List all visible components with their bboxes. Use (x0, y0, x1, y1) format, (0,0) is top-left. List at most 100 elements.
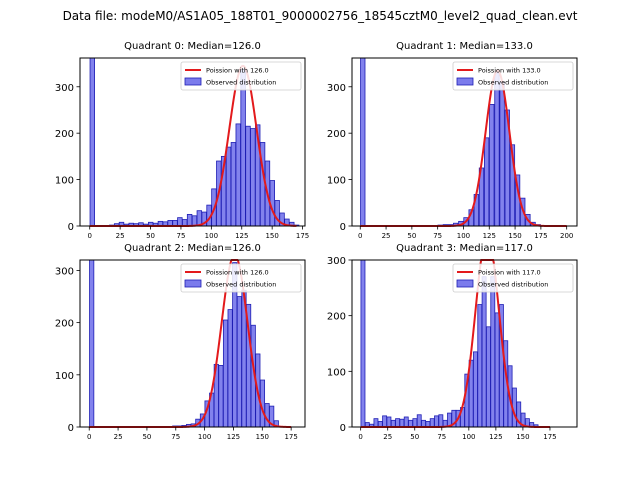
histogram-bar (230, 142, 237, 227)
y-tick-label: 200 (327, 129, 346, 140)
x-tick-label: 50 (410, 433, 419, 441)
subplot-quadrant-2: Quadrant 2: Median=126.0 0 25 50 75 100 125 150… (55, 243, 306, 441)
histogram-bar (177, 217, 183, 227)
histogram-bar (421, 419, 426, 428)
x-tick-label: 125 (235, 232, 248, 240)
figure-suptitle: Data file: modeM0/AS1A05_188T01_90000027… (63, 9, 578, 23)
y-tick-label: 0 (340, 423, 346, 434)
histogram-bar (395, 418, 400, 428)
legend-label-fit: Poission with 126.0 (206, 67, 269, 75)
histogram-bar (240, 68, 246, 227)
histogram-bar (489, 104, 495, 227)
x-tick-label: 25 (382, 232, 391, 240)
legend-box (180, 61, 302, 91)
histogram-bar (490, 276, 496, 428)
x-tick-label: 25 (383, 433, 392, 441)
x-tick-label: 150 (256, 433, 269, 441)
x-tick-label: 175 (534, 232, 547, 240)
x-tick-label: 0 (358, 232, 362, 240)
x-tick-label: 125 (227, 433, 240, 441)
histogram-bar (481, 276, 487, 428)
legend-label-fit: Poission with 117.0 (478, 269, 541, 277)
histogram-bar (484, 137, 490, 227)
subplot-title: Quadrant 1: Median=133.0 (396, 41, 533, 52)
histogram-bar (191, 215, 198, 227)
histogram-bar (412, 418, 418, 428)
x-tick-label: 25 (116, 232, 125, 240)
legend-box (452, 263, 574, 293)
histogram-bar (499, 81, 505, 227)
histogram-bar (429, 418, 435, 428)
y-tick-label: 0 (68, 222, 74, 233)
y-tick-label: 0 (68, 423, 74, 434)
histogram-bar (227, 309, 233, 428)
y-tick-label: 100 (327, 176, 346, 187)
subplot-quadrant-3: Quadrant 3: Median=117.0 0 25 50 75 100 125 150… (327, 243, 578, 441)
y-tick-label: 300 (327, 83, 346, 94)
axes-frame (351, 57, 578, 227)
histogram-bar (403, 416, 409, 428)
histogram-bar (250, 128, 256, 227)
y-tick-label: 300 (55, 266, 74, 277)
subplot-quadrant-1: Quadrant 1: Median=133.0 0 25 50 75 100 125 150… (327, 41, 578, 240)
x-tick-label: 100 (198, 433, 211, 441)
y-tick-label: 100 (55, 371, 74, 382)
x-tick-label: 100 (457, 232, 470, 240)
subplot-grid: Quadrant 0: Median=126.0 0 25 50 75 100 125 150… (55, 41, 578, 441)
histogram-bar (477, 304, 483, 428)
legend-box (452, 61, 574, 91)
histogram-bar (382, 415, 388, 428)
subplot-title: Quadrant 0: Median=126.0 (124, 41, 261, 52)
legend-patch-swatch (456, 77, 474, 86)
axes-frame (351, 259, 578, 428)
histogram-bar (486, 326, 491, 428)
legend-label-observed: Observed distribution (478, 281, 548, 289)
x-tick-label: 175 (543, 433, 556, 441)
axes-frame (79, 57, 306, 227)
axes-frame (79, 259, 306, 428)
x-tick-label: 175 (284, 433, 297, 441)
histogram-bar (373, 418, 379, 428)
x-tick-label: 75 (433, 232, 442, 240)
x-tick-label: 75 (437, 433, 446, 441)
x-tick-label: 75 (176, 232, 185, 240)
subplot-quadrant-0: Quadrant 0: Median=126.0 0 25 50 75 100 125 150… (55, 41, 309, 240)
y-tick-label: 300 (327, 256, 346, 267)
histogram-bar (386, 416, 392, 428)
x-tick-label: 150 (265, 232, 278, 240)
x-tick-label: 50 (407, 232, 416, 240)
histogram-bar (222, 319, 229, 428)
legend-box (180, 263, 302, 293)
histogram-bar (186, 213, 193, 227)
poisson-fit-line (360, 69, 567, 227)
histogram-bar (225, 146, 232, 227)
x-tick-label: 100 (462, 433, 475, 441)
legend-patch-swatch (184, 77, 202, 86)
y-tick-label: 100 (55, 176, 74, 187)
histogram-bar (236, 296, 242, 428)
y-tick-label: 200 (55, 129, 74, 140)
legend-patch-swatch (456, 279, 474, 288)
histogram-bar (235, 123, 241, 227)
histogram-bar (408, 419, 413, 428)
histogram-bar (434, 415, 439, 428)
x-tick-label: 50 (142, 433, 151, 441)
legend-label-observed: Observed distribution (478, 79, 548, 87)
x-tick-label: 175 (296, 232, 309, 240)
x-tick-label: 100 (205, 232, 218, 240)
y-tick-label: 200 (55, 319, 74, 330)
histogram-bar (89, 57, 95, 227)
histogram-bar (494, 72, 500, 227)
histogram-bar (89, 259, 95, 428)
legend-label-observed: Observed distribution (206, 281, 276, 289)
histogram-bar (218, 365, 224, 428)
legend-patch-swatch (184, 279, 202, 288)
legend-label-fit: Poission with 126.0 (206, 269, 269, 277)
y-tick-label: 200 (327, 312, 346, 323)
histogram-bar (494, 312, 500, 428)
histogram-bar (360, 57, 366, 227)
subplot-title: Quadrant 2: Median=126.0 (124, 243, 261, 254)
y-tick-label: 100 (327, 367, 346, 378)
histogram-bar (438, 414, 444, 428)
